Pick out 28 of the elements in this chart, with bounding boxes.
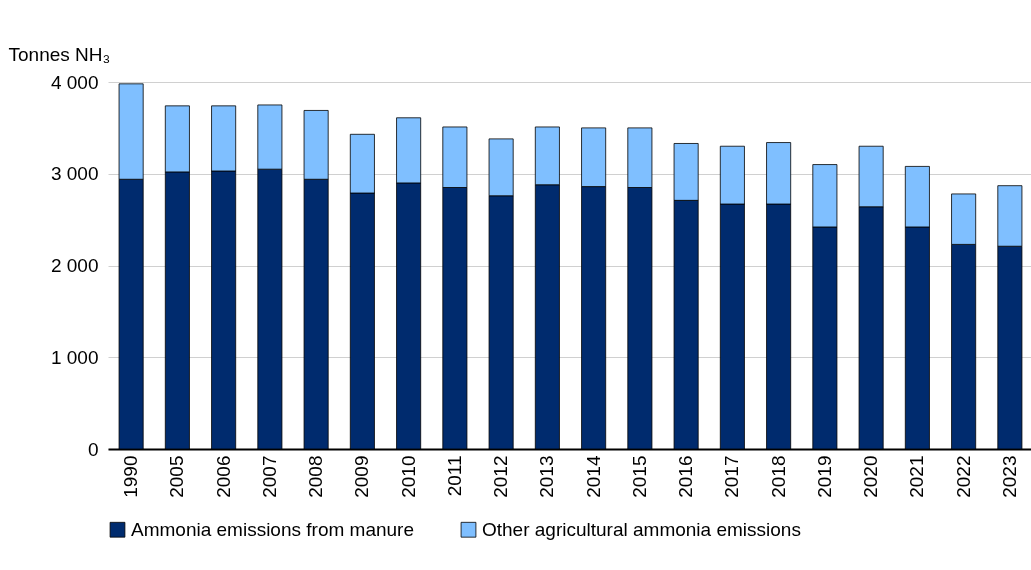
y-tick-label: 1 000	[50, 346, 99, 368]
y-tick-label: 2 000	[50, 255, 99, 276]
x-tick-label: 2016	[675, 455, 697, 498]
x-tick-label: 2013	[536, 455, 558, 498]
y-axis-title: Tonnes NH₃	[8, 43, 111, 65]
y-tick-label: 4 000	[50, 71, 99, 93]
x-tick-label: 1990	[120, 455, 142, 498]
x-tick-label: 2023	[998, 455, 1020, 498]
x-tick-label: 2018	[767, 455, 789, 498]
x-tick-label: 2021	[906, 455, 928, 498]
legend-label: Other agricultural ammonia emissions	[482, 518, 801, 540]
x-tick-label: 2017	[721, 455, 743, 498]
x-tick-label: 2014	[582, 455, 604, 498]
x-tick-label: 2006	[212, 455, 234, 498]
y-tick-label: 3 000	[50, 163, 99, 185]
x-tick-label: 2022	[952, 455, 974, 498]
x-tick-label: 2011	[443, 455, 465, 497]
x-tick-label: 2012	[490, 455, 512, 498]
x-tick-label: 2005	[166, 455, 188, 498]
x-tick-label: 2020	[860, 455, 882, 498]
x-tick-label: 2019	[813, 455, 835, 498]
x-tick-label: 2009	[351, 455, 373, 498]
legend-label: Ammonia emissions from manure	[131, 518, 414, 540]
y-tick-label: 0	[87, 438, 99, 460]
x-tick-label: 2007	[258, 455, 280, 498]
x-tick-label: 2010	[397, 455, 419, 498]
x-tick-label: 2008	[305, 455, 327, 498]
x-tick-label: 2015	[628, 455, 650, 498]
